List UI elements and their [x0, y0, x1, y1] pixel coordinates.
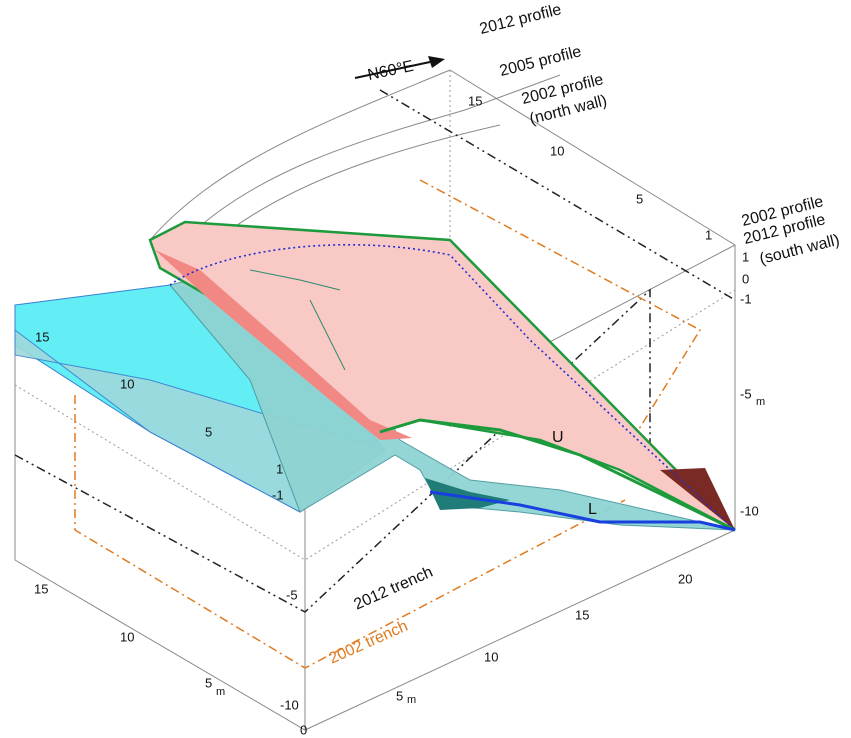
surface-contour — [249, 269, 346, 371]
dotted-trace — [169, 243, 736, 531]
direction-arrow — [354, 61, 431, 79]
profile-label: 2012 profile — [478, 1, 563, 38]
tick-label: 20 — [678, 571, 692, 586]
tick-label: 10 — [120, 376, 134, 391]
profile-line — [189, 74, 561, 236]
profile-line — [229, 124, 501, 231]
tick-label: 10 — [484, 649, 498, 664]
unit-label: m — [407, 694, 416, 706]
surface-label: U — [552, 429, 564, 446]
tick-label: -10 — [740, 503, 759, 518]
tick-label: -5 — [740, 386, 752, 401]
direction-label: N60°E — [366, 58, 415, 84]
frame-edge — [149, 69, 451, 241]
tick-label: 15 — [34, 581, 48, 596]
trench-2002-line — [74, 395, 626, 669]
surface-label: L — [588, 501, 597, 518]
unit-label: m — [216, 686, 225, 698]
tick-label: 1 — [705, 227, 712, 242]
tip-wedge — [660, 468, 735, 530]
tick-label: 5 — [205, 675, 212, 690]
upper-trace — [379, 418, 736, 532]
tick-label: 5 — [396, 688, 403, 703]
tick-label: -10 — [280, 697, 299, 712]
tick-label: 10 — [120, 629, 134, 644]
trench-2002-line — [419, 179, 702, 461]
tick-label: 5 — [205, 424, 212, 439]
arrow-head — [428, 56, 445, 68]
profile-label: 2005 profile — [498, 43, 583, 80]
unit-label: m — [756, 396, 765, 408]
upper-surface-strip — [155, 250, 412, 440]
tick-label: 0 — [300, 722, 307, 737]
tick-label: 1 — [276, 461, 283, 476]
tick-label: 5 — [636, 191, 643, 206]
tick-label: 1 — [742, 249, 749, 264]
tick-label: 10 — [550, 143, 564, 158]
frame-edge — [14, 69, 736, 731]
profile-dashdot — [379, 89, 736, 301]
tick-label: 15 — [35, 329, 49, 344]
tick-label: 15 — [468, 93, 482, 108]
trench-label: 2002 trench — [326, 618, 410, 668]
tick-label: 0 — [742, 271, 749, 286]
lower-trace — [429, 490, 736, 532]
tick-label: -5 — [286, 587, 298, 602]
tick-label: -1 — [740, 291, 752, 306]
tick-label: 15 — [575, 607, 589, 622]
tick-label: -1 — [272, 487, 284, 502]
trench-2012-line — [14, 288, 651, 613]
